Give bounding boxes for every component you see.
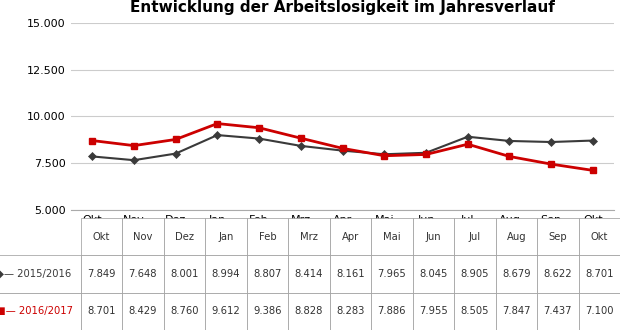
Title: Entwicklung der Arbeitslosigkeit im Jahresverlauf: Entwicklung der Arbeitslosigkeit im Jahr… xyxy=(130,0,555,15)
